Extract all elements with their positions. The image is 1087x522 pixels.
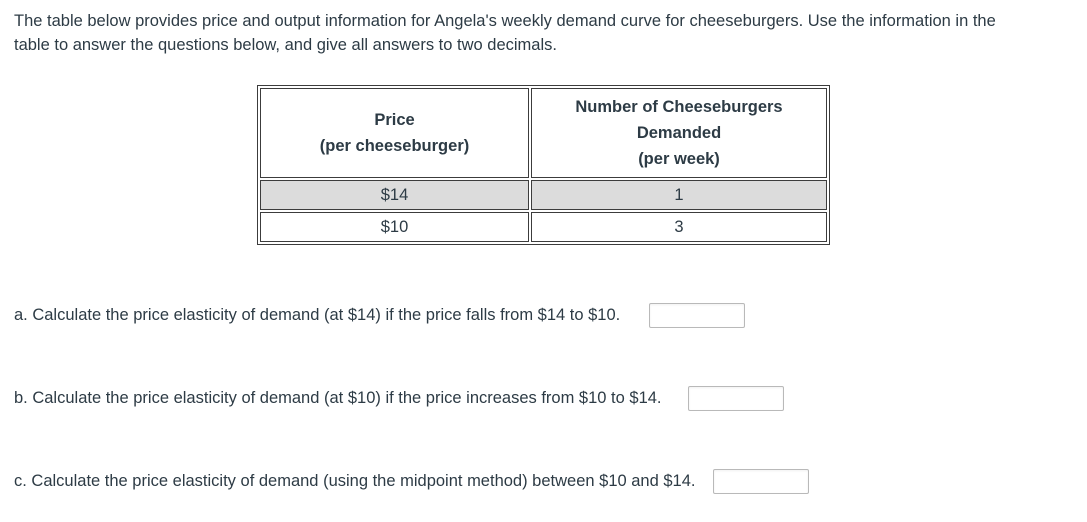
question-b-answer-input[interactable] — [687, 385, 784, 411]
prompt-line-2: table to answer the questions below, and… — [14, 36, 557, 54]
quantity-cell: 1 — [531, 180, 827, 210]
question-a-answer-input[interactable] — [649, 302, 746, 328]
quantity-header-line-2: Demanded — [636, 124, 722, 142]
question-c-answer-input[interactable] — [712, 468, 809, 494]
prompt-line-1: The table below provides price and outpu… — [14, 12, 996, 30]
quantity-column-header: Number of Cheeseburgers Demanded (per we… — [531, 88, 827, 178]
demand-table: Price (per cheeseburger) Number of Chees… — [257, 85, 830, 245]
question-c: c. Calculate the price elasticity of dem… — [14, 467, 1087, 495]
table-row: $10 3 — [260, 212, 827, 242]
question-b-text: b. Calculate the price elasticity of dem… — [14, 388, 662, 407]
question-prompt: The table below provides price and outpu… — [14, 9, 1073, 57]
quantity-header-line-1: Number of Cheeseburgers — [575, 98, 783, 116]
price-cell: $14 — [260, 180, 529, 210]
table-row: $14 1 — [260, 180, 827, 210]
quantity-cell: 3 — [531, 212, 827, 242]
quantity-header-line-3: (per week) — [638, 150, 720, 168]
table-header-row: Price (per cheeseburger) Number of Chees… — [260, 88, 827, 178]
questions-section: a. Calculate the price elasticity of dem… — [14, 301, 1087, 495]
price-column-header: Price (per cheeseburger) — [260, 88, 529, 178]
question-a: a. Calculate the price elasticity of dem… — [14, 301, 1087, 329]
question-c-text: c. Calculate the price elasticity of dem… — [14, 471, 696, 490]
price-header-line-2: (per cheeseburger) — [319, 137, 470, 155]
price-cell: $10 — [260, 212, 529, 242]
question-a-text: a. Calculate the price elasticity of dem… — [14, 305, 621, 324]
question-b: b. Calculate the price elasticity of dem… — [14, 384, 1087, 412]
price-header-line-1: Price — [374, 111, 415, 129]
